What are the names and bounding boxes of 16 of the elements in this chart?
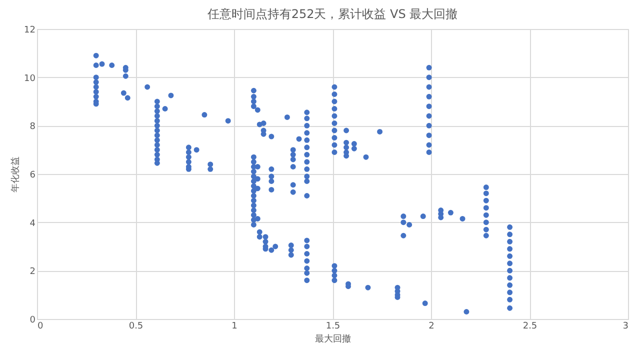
- y-axis-title: 年化收益: [10, 156, 22, 192]
- y-tick-label: 2: [30, 267, 36, 278]
- y-tick-label: 12: [24, 26, 36, 36]
- y-tick-label: 4: [30, 218, 36, 229]
- x-tick-label: 1: [232, 322, 238, 332]
- x-tick-label: 2: [428, 322, 434, 332]
- x-axis-title: 最大回撤: [315, 334, 351, 344]
- x-tick-label: 0: [38, 322, 44, 332]
- y-tick-label: 10: [24, 74, 36, 84]
- x-tick-label: 0.5: [128, 322, 144, 332]
- x-tick-label: 1.5: [326, 322, 340, 332]
- y-tick-label: 8: [30, 122, 36, 132]
- x-tick-label: 3: [622, 322, 628, 332]
- chart-title: 任意时间点持有252天，累计收益 VS 最大回撤: [206, 7, 458, 21]
- y-tick-label: 6: [30, 170, 36, 180]
- x-tick-label: 2.5: [522, 322, 538, 332]
